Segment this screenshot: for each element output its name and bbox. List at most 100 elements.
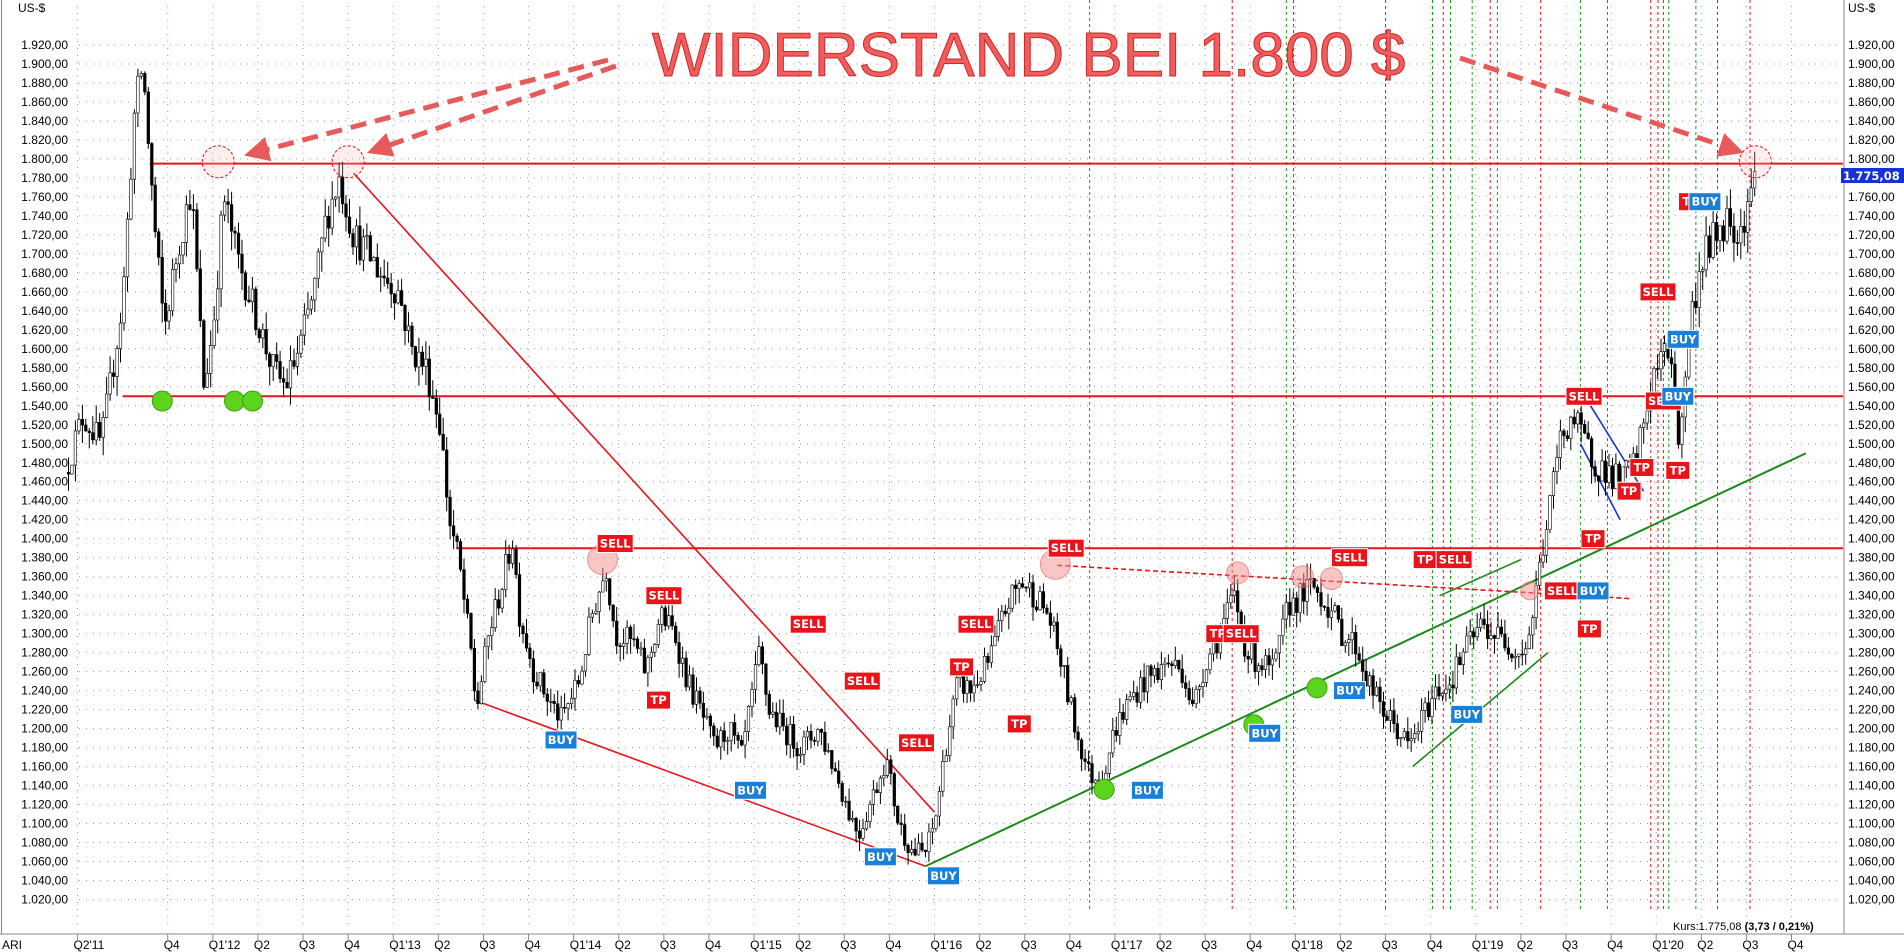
support-touch-circle	[223, 390, 245, 412]
signal-badge-bg	[1047, 538, 1085, 558]
resistance-touch-circle	[201, 145, 235, 179]
y-tick-label-left: 1.620,00	[21, 323, 68, 337]
y-tick-label-right: 1.580,00	[1848, 361, 1895, 375]
signal-badge-label: SELL	[1334, 551, 1365, 565]
x-tick-label: Q1'17	[1111, 938, 1143, 952]
headline-title: WIDERSTAND BEI 1.800 $	[652, 21, 1405, 90]
signal-badge-label: BUY	[1665, 389, 1692, 403]
y-tick-label-left: 1.440,00	[21, 494, 68, 508]
x-tick-label: Q3	[840, 938, 856, 952]
signal-badge-bg	[1450, 704, 1484, 724]
unit-label-left: US-$	[18, 1, 46, 15]
signal-badge-sell: SELL	[898, 733, 935, 753]
y-tick-label-right: 1.900,00	[1848, 57, 1895, 71]
y-tick-label-right: 1.020,00	[1848, 893, 1895, 907]
current-price-tag	[1841, 168, 1904, 183]
y-tick-label-right: 1.400,00	[1848, 532, 1895, 546]
signal-badge-label: BUY	[930, 869, 957, 883]
signal-badge-bg	[1435, 550, 1473, 570]
y-tick-label-right: 1.920,00	[1848, 38, 1895, 52]
x-tick-label: Q3	[1201, 938, 1217, 952]
signal-badge-bg	[1616, 481, 1642, 501]
y-tick-label-right: 1.160,00	[1848, 760, 1895, 774]
y-tick-label-right: 1.680,00	[1848, 266, 1895, 280]
signal-badge-label: TP	[1011, 717, 1027, 731]
x-tick-label: Q1'18	[1291, 938, 1323, 952]
signal-badge-bg	[1130, 780, 1164, 800]
symbol-label: ARI	[2, 938, 22, 952]
signal-badge-label: SELL	[847, 674, 878, 688]
signal-badge-bg	[843, 671, 881, 691]
signal-badges: SELL BUY SELL TP BUY SELL SELL BUY SELL BUY TP SELL…	[544, 192, 1722, 886]
signal-badge-sell: SELL	[1222, 624, 1260, 644]
y-tick-label-right: 1.660,00	[1848, 285, 1895, 299]
y-tick-label-right: 1.740,00	[1848, 209, 1895, 223]
y-tick-label-right: 1.260,00	[1848, 665, 1895, 679]
signal-badge-label: SELL	[901, 736, 932, 750]
y-tick-label-left: 1.360,00	[21, 570, 68, 584]
y-tick-label-left: 1.380,00	[21, 551, 68, 565]
signal-badge-buy: BUY	[734, 780, 767, 800]
y-tick-label-left: 1.600,00	[21, 342, 68, 356]
x-tick-label: Q4	[525, 938, 541, 952]
status-line: Kurs:1.775,08 (3,73 / 0,21%)	[1673, 921, 1814, 933]
signal-badge-label: BUY	[548, 733, 575, 747]
y-tick-label-left: 1.740,00	[21, 209, 68, 223]
signal-badge-label: SELL	[1547, 584, 1578, 598]
y-tick-label-left: 1.120,00	[21, 798, 68, 812]
x-tick-label: Q3	[479, 938, 495, 952]
y-tick-label-right: 1.800,00	[1848, 152, 1895, 166]
y-tick-label-left: 1.040,00	[21, 874, 68, 888]
signal-badge-sell: SELL	[843, 671, 881, 691]
signal-badge-tp: TP	[646, 690, 671, 710]
y-tick-label-right: 1.340,00	[1848, 589, 1895, 603]
signal-badge-bg	[1565, 386, 1603, 406]
y-tick-label-left: 1.400,00	[21, 532, 68, 546]
signal-badge-buy: BUY	[1333, 681, 1366, 701]
y-tick-label-right: 1.140,00	[1848, 779, 1895, 793]
resistance-touch-circle	[1738, 145, 1772, 179]
y-tick-label-right: 1.540,00	[1848, 399, 1895, 413]
signal-badge-tp: TP	[1576, 619, 1602, 639]
x-tick-label: Q2	[976, 938, 992, 952]
signal-badge-buy: BUY	[1450, 704, 1484, 724]
y-tick-label-right: 1.440,00	[1848, 494, 1895, 508]
signal-badge-bg	[949, 657, 975, 677]
signal-badge-sell: SELL	[596, 534, 634, 553]
signal-badge-label: SELL	[1051, 541, 1082, 555]
y-tick-label-left: 1.800,00	[21, 152, 68, 166]
signal-badge-tp: TP	[1665, 460, 1691, 480]
y-tick-label-left: 1.580,00	[21, 361, 68, 375]
signal-badge-bg	[646, 690, 671, 710]
y-tick-label-left: 1.560,00	[21, 380, 68, 394]
signal-badge-bg	[789, 614, 827, 634]
y-tick-label-left: 1.100,00	[21, 817, 68, 831]
signal-badge-label: BUY	[1670, 332, 1697, 346]
signal-badge-sell: SELL	[1565, 386, 1603, 406]
signal-badge-label: SELL	[1569, 389, 1600, 403]
x-tick-label: Q4	[1788, 938, 1804, 952]
signal-badge-label: BUY	[1453, 707, 1480, 721]
y-tick-label-right: 1.300,00	[1848, 627, 1895, 641]
x-tick-label: Q2	[1517, 938, 1533, 952]
x-tick-label: Q1'19	[1472, 938, 1504, 952]
y-tick-label-left: 1.780,00	[21, 171, 68, 185]
status-price: Kurs:1.775,08	[1673, 921, 1745, 933]
x-tick-label: Q1'16	[931, 938, 963, 952]
signal-badge-sell: SELL	[789, 614, 827, 634]
signal-badge-buy: BUY	[1248, 723, 1282, 743]
signal-badge-bg	[1576, 619, 1602, 639]
signal-badge-bg	[1576, 581, 1610, 601]
signal-badge-bg	[898, 733, 935, 753]
y-tick-label-left: 1.720,00	[21, 228, 68, 242]
signal-badge-label: SELL	[1643, 285, 1674, 299]
y-axis-left: 1.020,00 1.040,00 1.060,00 1.080,00 1.100,00…	[21, 38, 68, 907]
trend-line	[474, 699, 926, 868]
y-axis-right: 1.020,00 1.040,00 1.060,00 1.080,00 1.100,00…	[1848, 38, 1895, 907]
y-tick-label-right: 1.060,00	[1848, 855, 1895, 869]
x-axis: Q2'11 Q4 Q1'12 Q2 Q3 Q4 Q1'13 Q2 Q3 Q4 Q1'14 Q2 Q3 Q4…	[74, 934, 1804, 952]
y-tick-label-left: 1.320,00	[21, 608, 68, 622]
signal-badge-label: TP	[650, 693, 666, 707]
signal-badge-label: BUY	[1336, 684, 1363, 698]
candle-bodies-down	[66, 73, 1746, 856]
